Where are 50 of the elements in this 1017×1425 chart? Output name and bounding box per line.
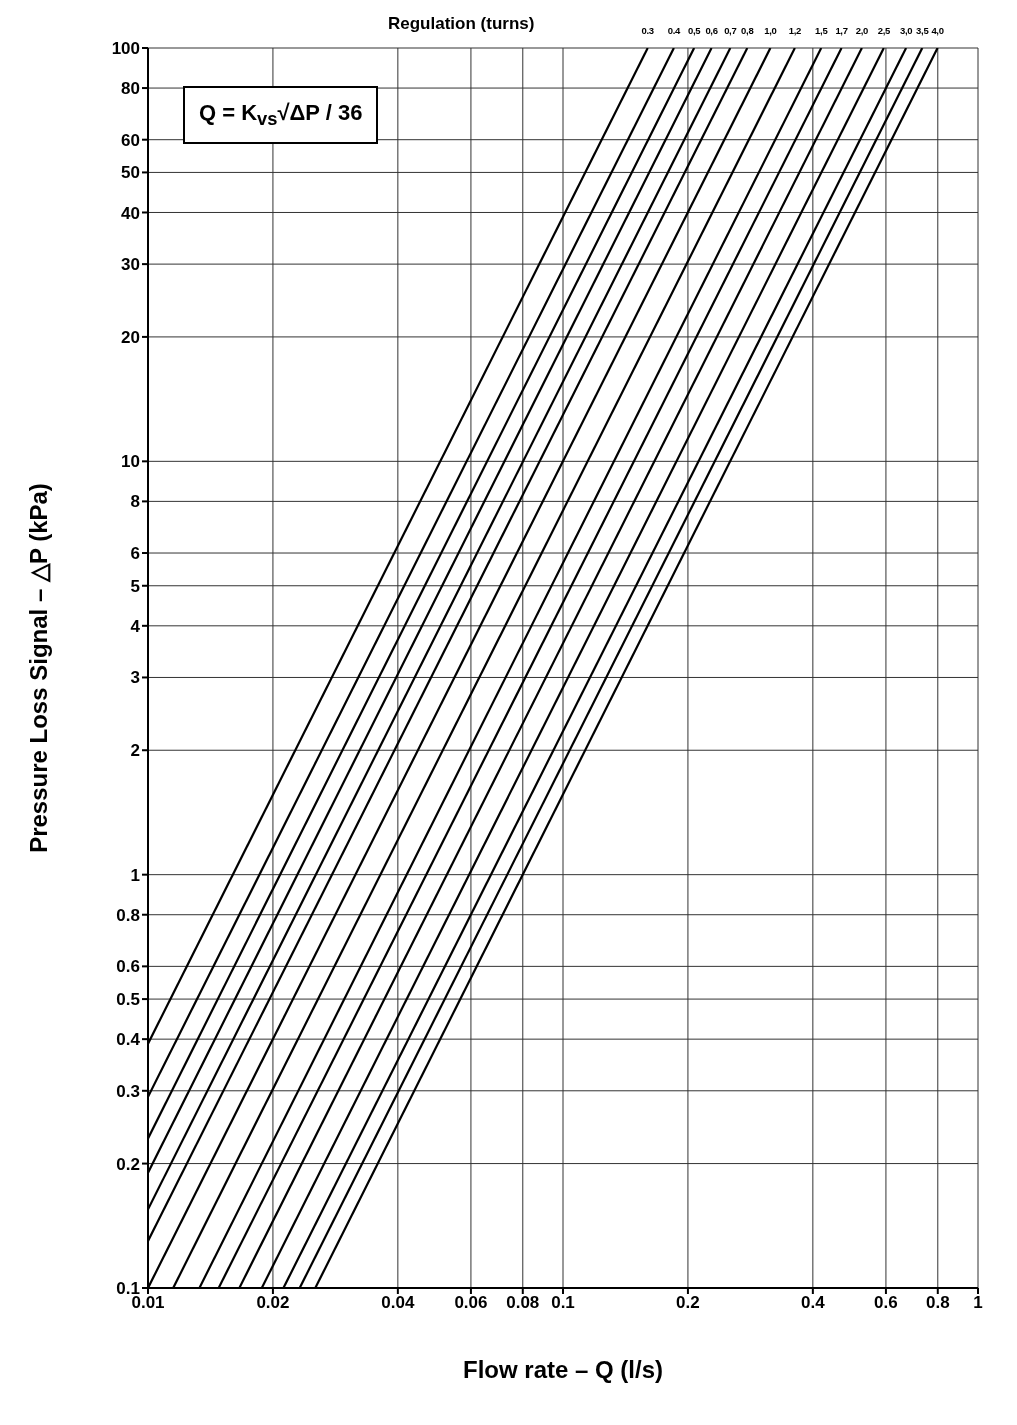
- series-label: 0.3: [641, 25, 654, 36]
- x-tick-label: 0.02: [256, 1293, 290, 1313]
- y-axis-title: Pressure Loss Signal – △P (kPa): [24, 483, 52, 853]
- y-tick-label: 2: [130, 741, 140, 761]
- y-tick-label: 0.4: [116, 1030, 141, 1050]
- series-label: 0,5: [687, 25, 702, 36]
- x-tick-label: 0.8: [925, 1293, 950, 1313]
- y-tick-label: 80: [121, 79, 140, 99]
- y-tick-label: 3: [130, 668, 140, 688]
- x-tick-label: 0.4: [801, 1293, 826, 1313]
- series-label: 4,0: [931, 25, 944, 36]
- y-tick-label: 10: [121, 452, 140, 472]
- y-tick-label: 0.6: [116, 957, 140, 977]
- x-tick-label: 0.04: [381, 1293, 415, 1313]
- series-label: 0,8: [741, 25, 754, 36]
- y-tick-label: 1: [130, 865, 140, 885]
- y-tick-label: 20: [121, 327, 140, 347]
- x-tick-label: 0.6: [874, 1293, 898, 1313]
- x-axis-title: Flow rate – Q (l/s): [462, 1356, 664, 1383]
- y-tick-label: 8: [130, 492, 140, 512]
- series-label: 3,5: [916, 25, 930, 36]
- y-tick-label: 6: [130, 544, 140, 564]
- series-label: 1,5: [815, 25, 829, 36]
- series-label: 0.4: [667, 25, 682, 36]
- series-label: 2,0: [855, 25, 869, 36]
- y-tick-label: 30: [121, 255, 140, 275]
- x-tick-label: 0.2: [676, 1293, 700, 1313]
- y-tick-label: 100: [111, 39, 140, 59]
- y-tick-label: 4: [130, 616, 141, 636]
- series-label: 3,0: [899, 25, 913, 36]
- y-tick-label: 40: [121, 203, 140, 223]
- series-label: 1,7: [835, 25, 848, 36]
- y-tick-label: 0.2: [116, 1154, 140, 1174]
- x-tick-label: 1: [973, 1293, 983, 1313]
- series-label: 2,5: [877, 25, 891, 36]
- x-tick-label: 0.08: [506, 1293, 540, 1313]
- series-label: 1,0: [764, 25, 777, 36]
- y-tick-label: 0.8: [116, 905, 140, 925]
- y-tick-label: 50: [121, 163, 140, 183]
- y-tick-label: 5: [130, 576, 140, 596]
- y-tick-label: 0.3: [116, 1081, 140, 1101]
- series-label: 0,7: [724, 25, 737, 36]
- x-tick-label: 0.1: [551, 1293, 575, 1313]
- series-label: 0,6: [705, 25, 718, 36]
- y-tick-label: 0.5: [116, 990, 140, 1010]
- legend-title: Regulation (turns): [388, 14, 535, 34]
- y-tick-label: 60: [121, 130, 140, 150]
- series-label: 1,2: [788, 25, 802, 36]
- x-tick-label: 0.06: [454, 1293, 488, 1313]
- annotation: Q = K$_{vs}$√ΔP / 36: [183, 86, 379, 145]
